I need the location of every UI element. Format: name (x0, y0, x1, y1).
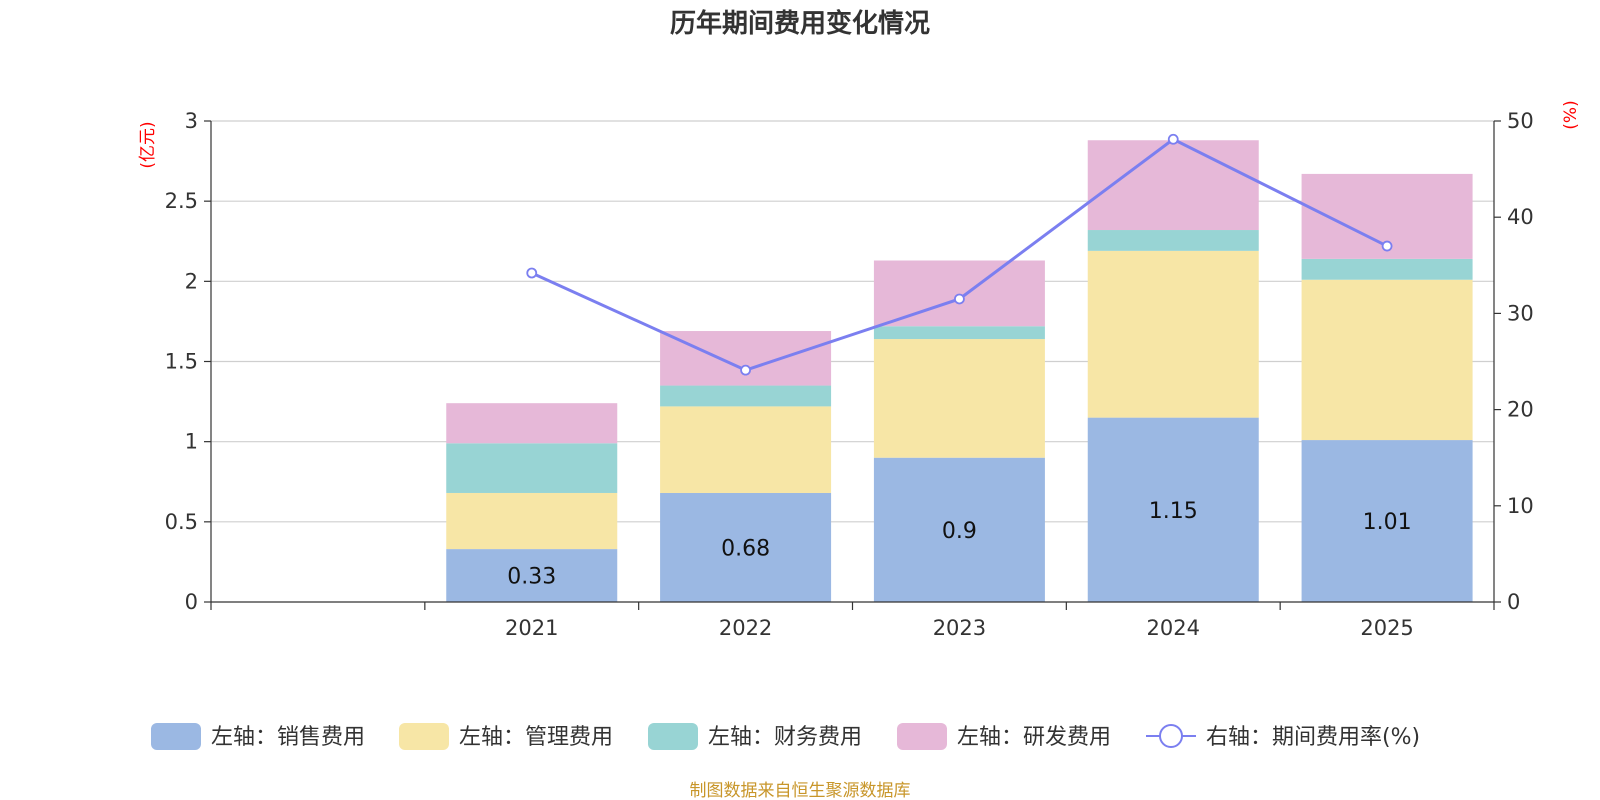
bar-segment (446, 549, 618, 602)
right-axis-unit: (%) (1561, 100, 1581, 129)
rate-point (954, 293, 965, 305)
left-tick-label: 0.5 (165, 510, 198, 534)
legend-line-marker[interactable] (1159, 724, 1183, 748)
legend-swatch[interactable] (399, 723, 449, 750)
x-tick-label: 2023 (933, 616, 986, 640)
chart-title: 历年期间费用变化情况 (670, 8, 930, 39)
bar-segment (660, 406, 832, 493)
x-tick-label: 2025 (1360, 616, 1413, 640)
bar-segment (1087, 140, 1259, 231)
right-tick-label: 40 (1507, 205, 1534, 229)
bar-value-label: 0.68 (721, 536, 770, 561)
source-note: 制图数据来自恒生聚源数据库 (690, 781, 911, 800)
right-tick-label: 20 (1507, 398, 1534, 422)
legend-swatch[interactable] (648, 723, 698, 750)
right-tick-label: 30 (1507, 301, 1534, 325)
bar-segment (446, 492, 618, 550)
legend-label[interactable]: 左轴：管理费用 (459, 725, 613, 750)
legend: 左轴：销售费用 左轴：管理费用 左轴：财务费用 左轴：研发费用 右轴：期间费用率(%) (151, 723, 1420, 750)
legend-label[interactable]: 左轴：财务费用 (708, 725, 862, 750)
legend-swatch[interactable] (897, 723, 947, 750)
left-axis-unit: (亿元) (138, 121, 158, 168)
bars: 0.33 0.68 0.9 1.15 1.01 (446, 140, 1473, 602)
left-tick-label: 3 (185, 109, 198, 133)
bar-segment (660, 385, 832, 407)
grid-lines (211, 120, 1494, 523)
rate-point (740, 364, 751, 376)
right-tick-label: 50 (1507, 109, 1534, 133)
bar-value-label: 0.9 (942, 519, 977, 544)
bar-segment (873, 260, 1045, 327)
bar-value-label: 1.15 (1149, 499, 1198, 524)
bar-segment (873, 339, 1045, 458)
left-tick-label: 2 (185, 269, 198, 293)
bar-segment (1087, 250, 1259, 418)
bar-segment (1301, 279, 1473, 441)
bar-value-label: 0.33 (507, 565, 556, 590)
legend-label[interactable]: 左轴：销售费用 (211, 725, 365, 750)
right-tick-label: 0 (1507, 590, 1520, 614)
rate-line (526, 133, 1393, 376)
x-tick-label: 2024 (1147, 616, 1200, 640)
x-tick-label: 2022 (719, 616, 772, 640)
bar-segment (873, 457, 1045, 602)
bar-segment (1301, 440, 1473, 602)
rate-point (1381, 240, 1393, 252)
rate-point (1167, 133, 1179, 145)
bar-segment (1087, 417, 1259, 602)
bar-segment (873, 326, 1045, 340)
legend-label[interactable]: 左轴：研发费用 (957, 725, 1111, 750)
bar-segment (660, 492, 832, 602)
left-tick-label: 0 (185, 590, 198, 614)
bar-segment (1301, 258, 1473, 280)
bar-segment (446, 443, 618, 493)
left-tick-label: 2.5 (165, 189, 198, 213)
left-tick-label: 1 (185, 430, 198, 454)
rate-point (526, 267, 538, 279)
bar-segment (1087, 230, 1259, 251)
bar-segment (660, 331, 832, 386)
bar-value-label: 1.01 (1363, 510, 1412, 535)
bar-segment (446, 403, 618, 444)
left-tick-label: 1.5 (165, 350, 198, 374)
legend-label[interactable]: 右轴：期间费用率(%) (1206, 725, 1420, 750)
legend-swatch[interactable] (151, 723, 201, 750)
x-tick-label: 2021 (505, 616, 558, 640)
right-tick-label: 10 (1507, 494, 1534, 518)
